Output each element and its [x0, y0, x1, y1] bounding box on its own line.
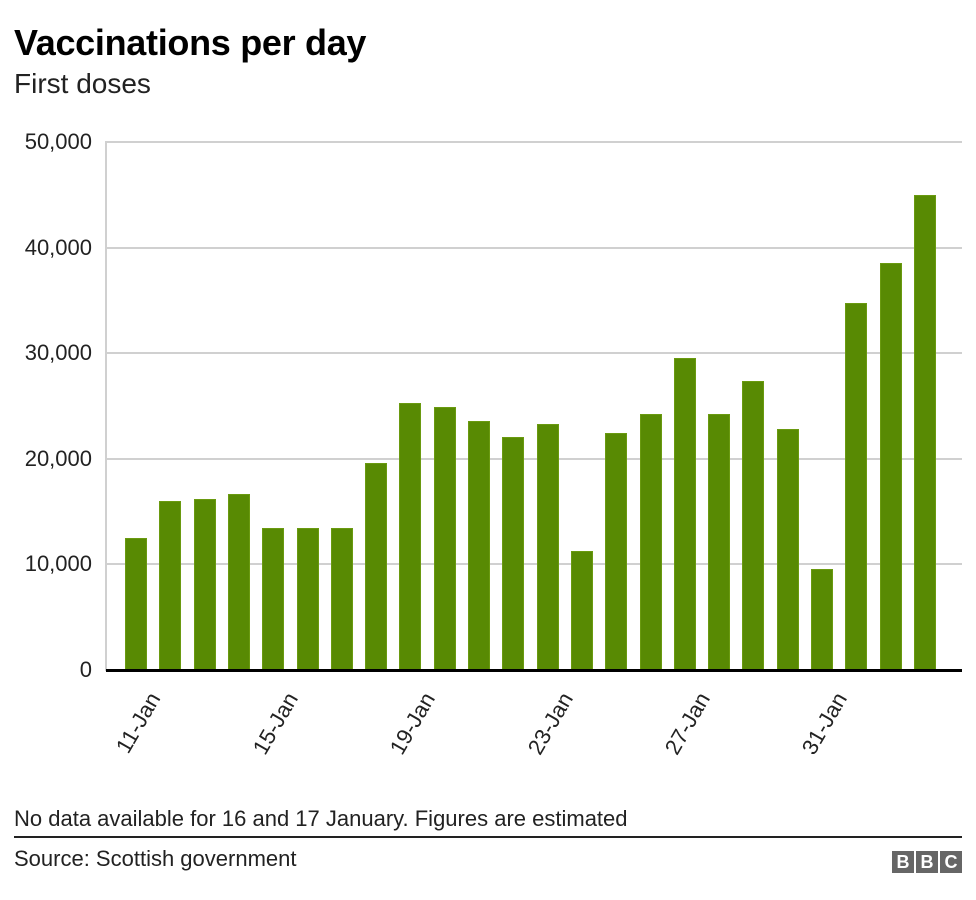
bar-31-Jan	[811, 568, 833, 670]
gridline	[106, 352, 962, 355]
x-tick-label: 11-Jan	[110, 688, 166, 758]
bar-11-Jan	[125, 538, 147, 670]
bar-17-Jan	[330, 528, 353, 670]
bar-chart: 0 10,000 20,000 30,000 40,000 50,000 11-Jan 15-…	[24, 129, 962, 759]
bar-20-Jan	[433, 407, 456, 670]
bar-27-Jan	[673, 358, 696, 670]
bar-29-Jan	[742, 380, 765, 670]
x-tick-label: 27-Jan	[659, 688, 715, 759]
source-text: Source: Scottish government	[14, 846, 297, 871]
bar-30-Jan	[776, 429, 799, 670]
y-tick-label: 30,000	[24, 340, 92, 366]
bar-14-Jan	[227, 493, 250, 670]
y-axis-line	[105, 141, 107, 671]
bar-16-Jan	[296, 528, 319, 670]
bbc-logo-letter: B	[916, 851, 938, 873]
y-tick-label: 50,000	[24, 129, 92, 154]
footer-divider	[14, 836, 962, 838]
bar-25-Jan	[605, 433, 628, 670]
bar-1-Feb	[845, 302, 868, 670]
bar-2-Feb	[879, 263, 902, 670]
y-tick-label: 10,000	[24, 551, 92, 577]
bar-15-Jan	[262, 528, 285, 670]
y-tick-label: 40,000	[24, 234, 92, 260]
x-tick-label: 19-Jan	[385, 688, 441, 759]
bar-12-Jan	[159, 501, 182, 670]
y-tick-label: 0	[79, 657, 92, 682]
bar-3-Feb	[913, 194, 936, 670]
bar-13-Jan	[193, 498, 216, 670]
gridline	[106, 563, 962, 566]
x-tick-label: 31-Jan	[796, 688, 852, 759]
chart-title: Vaccinations per day	[14, 22, 367, 63]
bar-19-Jan	[399, 402, 422, 670]
x-tick-label: 15-Jan	[247, 688, 304, 759]
bbc-logo-letter: C	[940, 851, 962, 873]
bar-21-Jan	[468, 420, 490, 670]
y-tick-label: 20,000	[24, 445, 92, 471]
bar-24-Jan	[570, 550, 593, 670]
gridline	[106, 457, 962, 460]
chart-subtitle: First doses	[14, 68, 151, 99]
bbc-logo: B B C	[892, 851, 962, 873]
chart-note: No data available for 16 and 17 January.…	[14, 806, 628, 831]
bar-22-Jan	[502, 436, 525, 670]
bbc-logo-letter: B	[892, 851, 914, 873]
bar-28-Jan	[708, 414, 731, 670]
bar-23-Jan	[536, 423, 559, 670]
gridline	[106, 246, 962, 249]
bar-26-Jan	[639, 414, 662, 670]
gridline	[106, 141, 962, 143]
bar-18-Jan	[365, 463, 388, 670]
x-tick-label: 23-Jan	[522, 688, 578, 759]
x-axis-line	[106, 669, 962, 672]
